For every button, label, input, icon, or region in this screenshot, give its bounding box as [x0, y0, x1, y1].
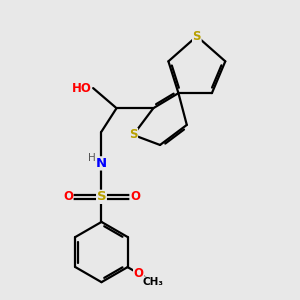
Text: S: S [129, 128, 137, 141]
Text: O: O [63, 190, 73, 203]
Text: O: O [130, 190, 140, 203]
Text: S: S [97, 190, 106, 203]
Text: N: N [96, 157, 107, 170]
Text: S: S [193, 30, 201, 43]
Text: HO: HO [72, 82, 92, 94]
Text: O: O [134, 267, 144, 280]
Text: H: H [88, 153, 96, 164]
Text: CH₃: CH₃ [142, 277, 164, 287]
